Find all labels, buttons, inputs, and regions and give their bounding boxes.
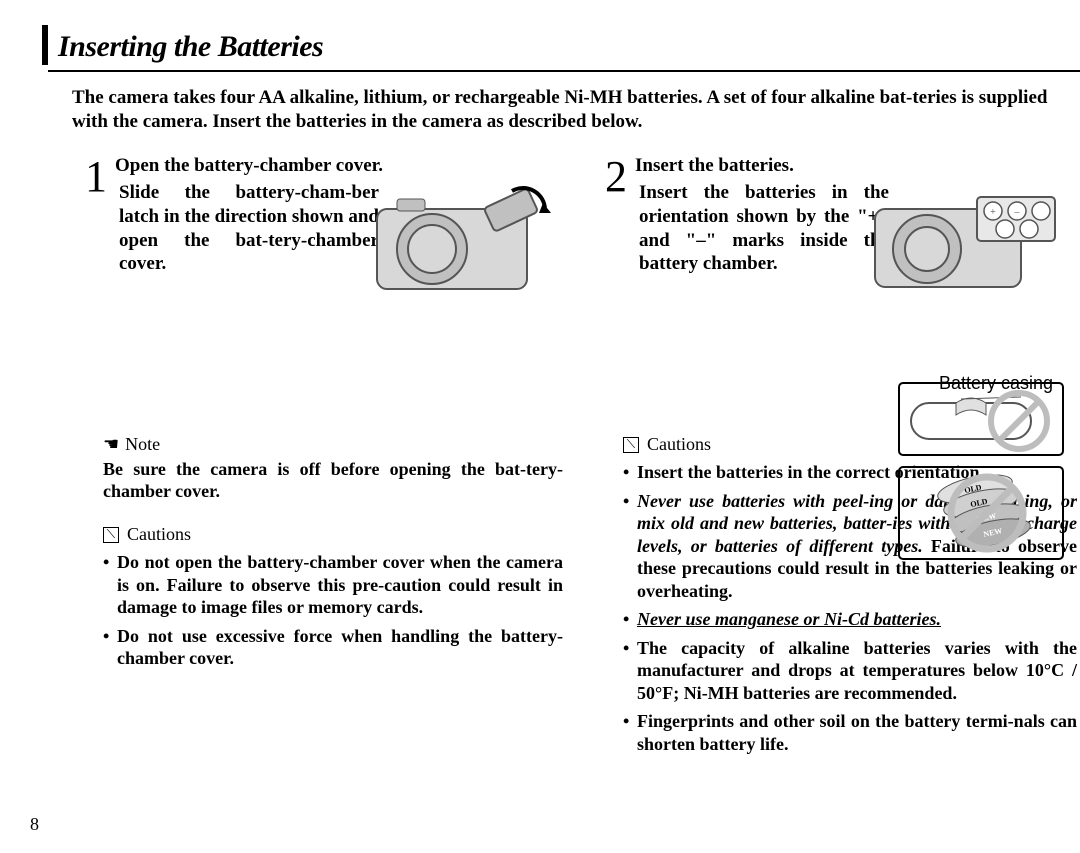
caution-icon: ⟍ [103,527,119,543]
cautions-1-label: Cautions [127,524,191,545]
cautions-1-header: ⟍ Cautions [103,524,563,545]
note-label: Note [125,434,160,455]
page-number: 8 [30,814,39,835]
caution-2-item: •Never use manganese or Ni-Cd batteries. [623,608,1077,631]
svg-text:+: + [990,207,996,218]
step-2-number: 2 [605,155,627,199]
caution-icon: ⟍ [623,437,639,453]
columns: 1 Open the battery-chamber cover. Slide … [85,155,1077,761]
title-bar [42,25,48,65]
caution-2-item: •The capacity of alkaline batteries vari… [623,637,1077,705]
svg-text:–: – [1014,207,1021,218]
step-2-body: Insert the batteries in the orientation … [639,181,889,276]
cautions-1-list: •Do not open the battery-chamber cover w… [103,551,563,670]
page-title: Inserting the Batteries [58,30,323,64]
caution-1-item: •Do not use excessive force when handlin… [103,625,563,670]
step-1: 1 Open the battery-chamber cover. Slide … [85,155,563,761]
cautions-2-label: Cautions [647,434,711,455]
step-1-body: Slide the battery-cham-ber latch in the … [119,181,379,276]
camera-open-illustration [367,179,557,309]
intro-paragraph: The camera takes four AA alkaline, lithi… [72,86,1080,134]
step-2-heading: Insert the batteries. [635,155,794,176]
step-1-number: 1 [85,155,107,199]
hand-pointer-icon: ☚ [103,434,119,455]
title-rule [48,70,1080,72]
caution-2-item: •Fingerprints and other soil on the batt… [623,710,1077,755]
note-header: ☚ Note [103,434,563,455]
step-2: 2 Insert the batteries. Insert the batte… [605,155,1077,761]
battery-warning-illustration: OLD OLD NEW NEW [891,375,1071,575]
caution-1-item: •Do not open the battery-chamber cover w… [103,551,563,619]
note-body: Be sure the camera is off before opening… [103,459,563,502]
step-1-heading: Open the battery-chamber cover. [115,155,383,176]
camera-battery-illustration: + – [869,179,1073,309]
